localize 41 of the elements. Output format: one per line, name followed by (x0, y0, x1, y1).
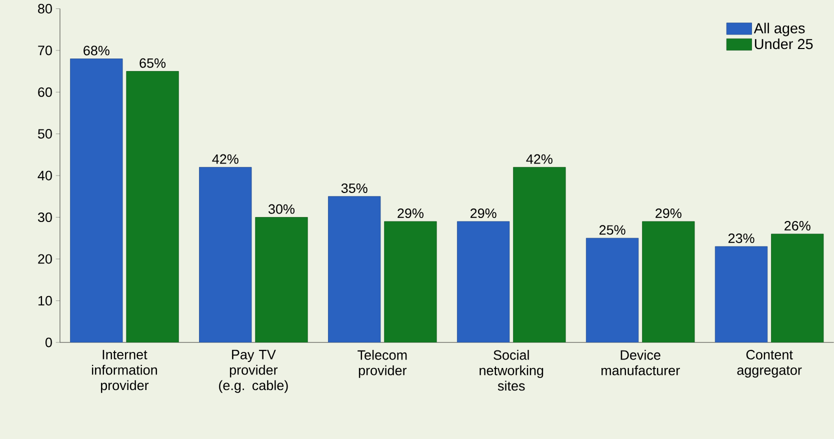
bar (457, 221, 510, 342)
legend-label: Under 25 (754, 38, 813, 50)
bar (513, 166, 566, 342)
bar (126, 71, 179, 342)
data-label: 25% (599, 225, 626, 235)
y-tick-label: 10 (38, 296, 52, 306)
data-label: 30% (268, 204, 295, 214)
x-tick-label: Telecom provider (358, 350, 407, 378)
x-tick-label: Pay TV provider (e.g. cable) (219, 350, 288, 393)
data-label: 68% (84, 46, 110, 56)
data-label: 35% (341, 183, 368, 193)
y-tick-label: 50 (38, 128, 52, 139)
data-label: 29% (656, 208, 682, 218)
bar (586, 238, 639, 342)
bar (384, 221, 437, 342)
data-label: 29% (398, 208, 424, 218)
data-label: 42% (212, 154, 238, 164)
data-label: 42% (526, 154, 552, 164)
bar (199, 166, 252, 342)
y-tick-label: 80 (38, 4, 52, 14)
x-tick-label: Social networking sites (480, 350, 544, 391)
y-tick-label: 0 (45, 338, 52, 348)
x-tick-label: Device manufacturer (602, 350, 680, 376)
y-tick-label: 60 (38, 87, 52, 97)
bar (642, 221, 695, 342)
y-tick-label: 20 (38, 254, 52, 264)
data-label: 23% (728, 233, 754, 244)
bar (328, 196, 381, 342)
bar (70, 58, 123, 342)
bar (714, 246, 768, 342)
data-label: 26% (784, 220, 810, 230)
bar (255, 217, 308, 342)
bar (771, 234, 824, 342)
y-tick-label: 70 (38, 46, 52, 56)
x-tick-label: Content aggregator (737, 350, 802, 378)
y-tick-label: 40 (38, 170, 52, 180)
legend-label: All ages (754, 22, 805, 36)
data-label: 65% (140, 58, 166, 68)
x-tick-label: Internet information provider (92, 350, 157, 393)
data-label: 29% (470, 208, 496, 218)
y-tick-label: 30 (38, 212, 52, 222)
